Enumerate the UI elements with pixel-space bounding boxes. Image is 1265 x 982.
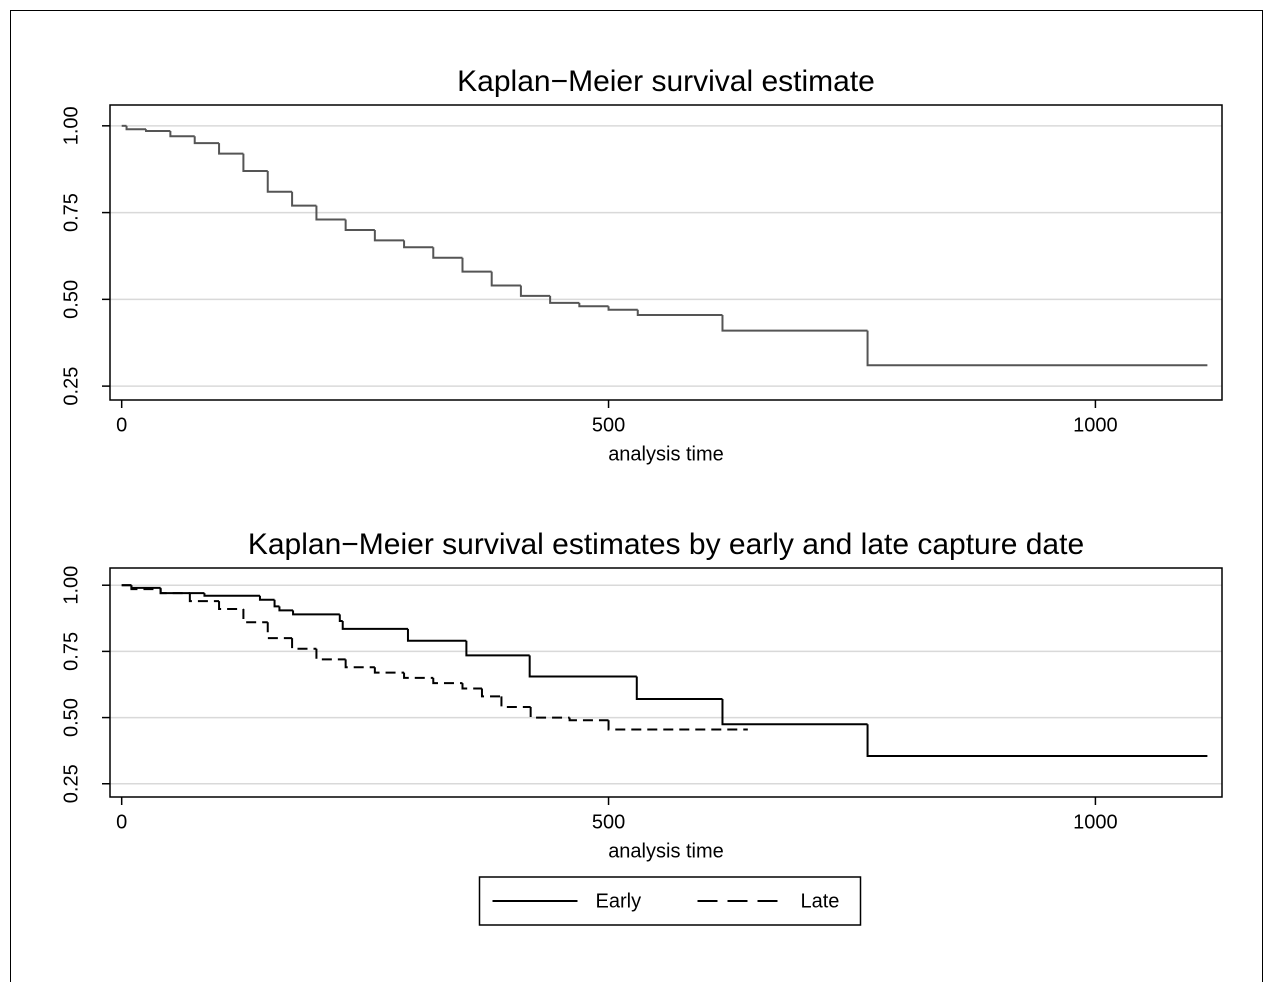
x-axis-label: analysis time: [608, 443, 724, 465]
y-tick-label: 0.50: [60, 280, 82, 319]
survival-step: [403, 672, 434, 679]
survival-step: [866, 330, 1208, 367]
y-tick-label: 1.00: [60, 106, 82, 145]
survival-step: [344, 219, 375, 231]
survival-step: [432, 247, 463, 259]
survival-step: [291, 191, 317, 207]
survival-step: [341, 620, 408, 630]
x-tick-label: 1000: [1073, 414, 1118, 436]
survival-step: [338, 614, 343, 622]
survival-step: [406, 628, 467, 642]
survival-step: [403, 240, 434, 249]
chart-title: Kaplan−Meier survival estimates by early…: [248, 528, 1084, 561]
legend-label: Early: [596, 890, 642, 912]
survival-step: [528, 655, 637, 678]
survival-step: [188, 593, 220, 603]
x-tick-label: 0: [116, 414, 127, 436]
x-tick-label: 0: [116, 811, 127, 833]
survival-step: [169, 131, 195, 138]
x-axis-label: analysis time: [608, 840, 724, 862]
survival-step: [242, 609, 268, 624]
survival-step: [607, 306, 638, 311]
survival-step: [568, 717, 609, 722]
survival-step: [218, 601, 244, 611]
x-tick-label: 1000: [1073, 811, 1118, 833]
survival-step: [465, 640, 530, 657]
chart-title: Kaplan−Meier survival estimate: [457, 65, 875, 98]
y-tick-label: 0.25: [60, 367, 82, 406]
survival-step: [159, 589, 190, 595]
y-tick-label: 0.75: [60, 632, 82, 671]
survival-step: [519, 285, 551, 297]
survival-step: [578, 302, 609, 308]
survival-step: [635, 676, 723, 701]
survival-step: [461, 257, 492, 273]
survival-step: [432, 677, 463, 685]
survival-step: [266, 622, 293, 640]
plot-frame: [109, 567, 1223, 798]
survival-step: [130, 585, 161, 591]
survival-step: [607, 720, 748, 731]
y-tick-label: 0.50: [60, 698, 82, 737]
survival-step: [291, 638, 317, 650]
survival-step: [315, 205, 346, 221]
survival-step: [490, 271, 521, 287]
survival-step: [721, 314, 868, 332]
survival-step: [203, 593, 260, 597]
survival-step: [636, 309, 723, 316]
y-tick-label: 0.75: [60, 193, 82, 232]
survival-step: [292, 610, 340, 616]
survival-step: [373, 229, 405, 242]
survival-step: [218, 143, 244, 155]
survival-step: [315, 648, 346, 661]
frame: [10, 10, 1263, 982]
y-tick-label: 1.00: [60, 566, 82, 605]
survival-step: [866, 724, 1208, 757]
survival-step: [242, 153, 268, 172]
survival-step: [193, 136, 220, 145]
survival-step: [549, 295, 580, 304]
plot-frame: [109, 104, 1223, 401]
survival-step: [500, 696, 531, 708]
survival-step: [529, 706, 570, 719]
survival-step: [266, 170, 293, 193]
survival-step: [373, 667, 405, 674]
survival-step: [278, 606, 294, 612]
survival-step: [273, 599, 280, 608]
y-tick-label: 0.25: [60, 764, 82, 803]
survival-step: [258, 595, 275, 601]
survival-step: [461, 683, 482, 690]
survival-step: [344, 659, 375, 669]
survival-step: [125, 125, 147, 131]
legend-label: Late: [801, 890, 840, 912]
survival-step: [721, 699, 868, 726]
x-tick-label: 500: [592, 811, 625, 833]
survival-step: [145, 129, 171, 133]
x-tick-label: 500: [592, 414, 625, 436]
survival-step: [480, 688, 502, 698]
